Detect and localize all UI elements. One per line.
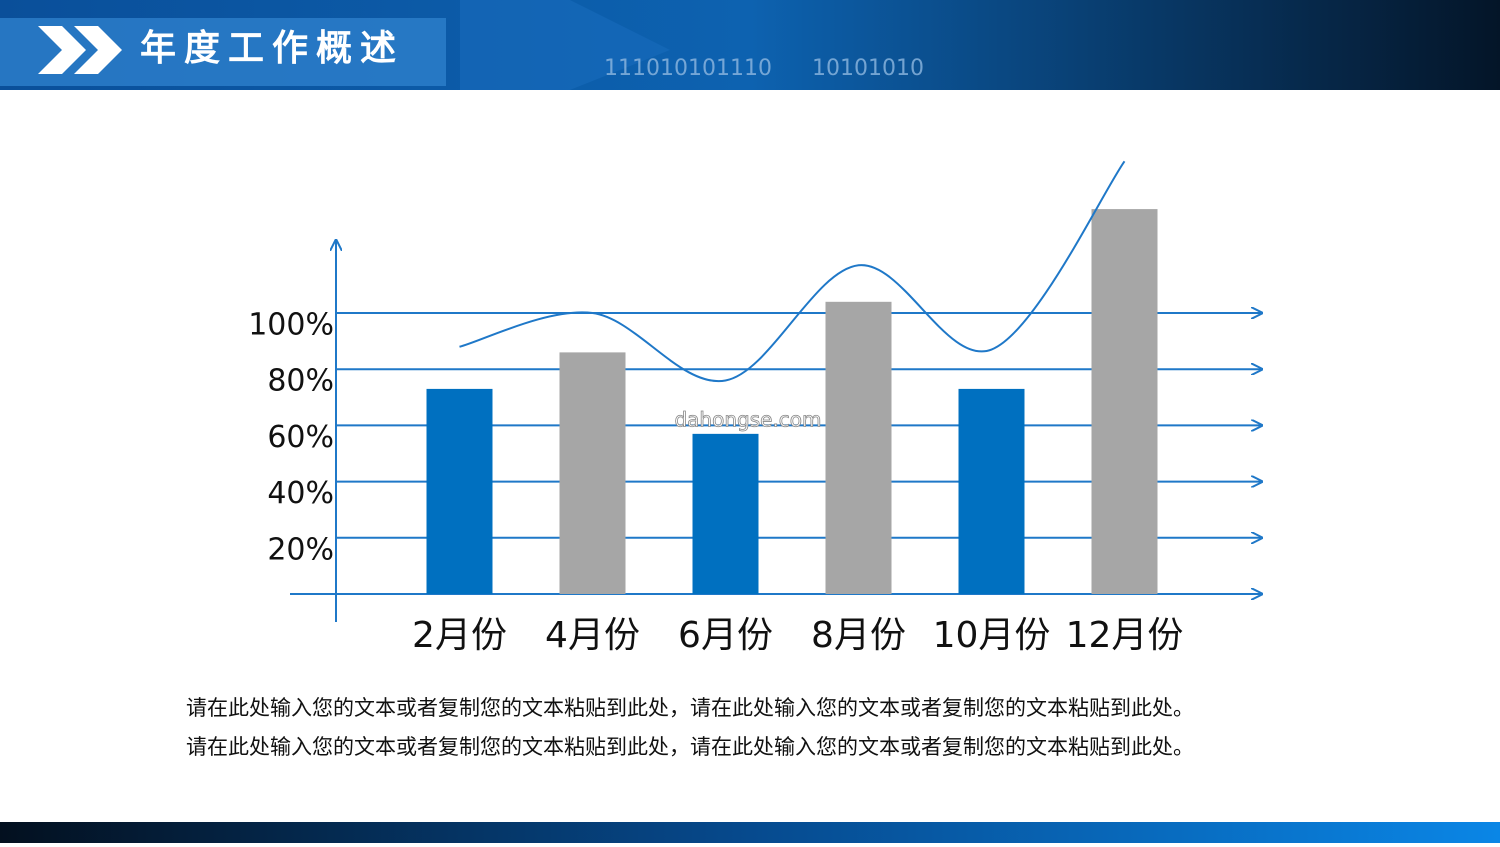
chevron — [74, 26, 122, 74]
bar — [958, 388, 1025, 594]
body-text: 请在此处输入您的文本或者复制您的文本粘贴到此处，请在此处输入您的文本或者复制您的… — [186, 735, 1194, 759]
footer-band — [0, 822, 1500, 843]
y-tick-label: 20% — [267, 532, 334, 567]
header-decor-text: 10101010 — [812, 56, 924, 81]
header-decor-text: 111010101110 — [604, 56, 772, 81]
x-tick-label: 10月份 — [933, 615, 1051, 656]
x-tick-label: 4月份 — [545, 615, 640, 656]
bar — [692, 433, 759, 594]
bar — [1091, 209, 1158, 594]
bar — [426, 388, 493, 594]
header-decor-shape — [460, 0, 670, 90]
x-tick-label: 12月份 — [1066, 615, 1184, 656]
x-tick-label: 8月份 — [811, 615, 906, 656]
slide-title: 年度工作概述 — [140, 28, 404, 69]
plot: 20% 40% 60% 80% 100% 2月份 4月份 6月份 8月份 10月份 12月份 — [248, 160, 1262, 656]
bar — [559, 352, 626, 594]
y-tick-label: 60% — [267, 420, 334, 455]
x-tick-label: 2月份 — [412, 615, 507, 656]
y-tick-label: 100% — [248, 308, 334, 343]
trend-line — [459, 160, 1126, 383]
x-tick-label: 6月份 — [678, 615, 773, 656]
y-tick-label: 80% — [267, 364, 334, 399]
y-tick-label: 40% — [267, 476, 334, 511]
watermark: dahongse.com — [674, 408, 821, 432]
chevron — [38, 26, 86, 74]
body-text: 请在此处输入您的文本或者复制您的文本粘贴到此处，请在此处输入您的文本或者复制您的… — [186, 696, 1194, 720]
bar — [825, 301, 892, 594]
